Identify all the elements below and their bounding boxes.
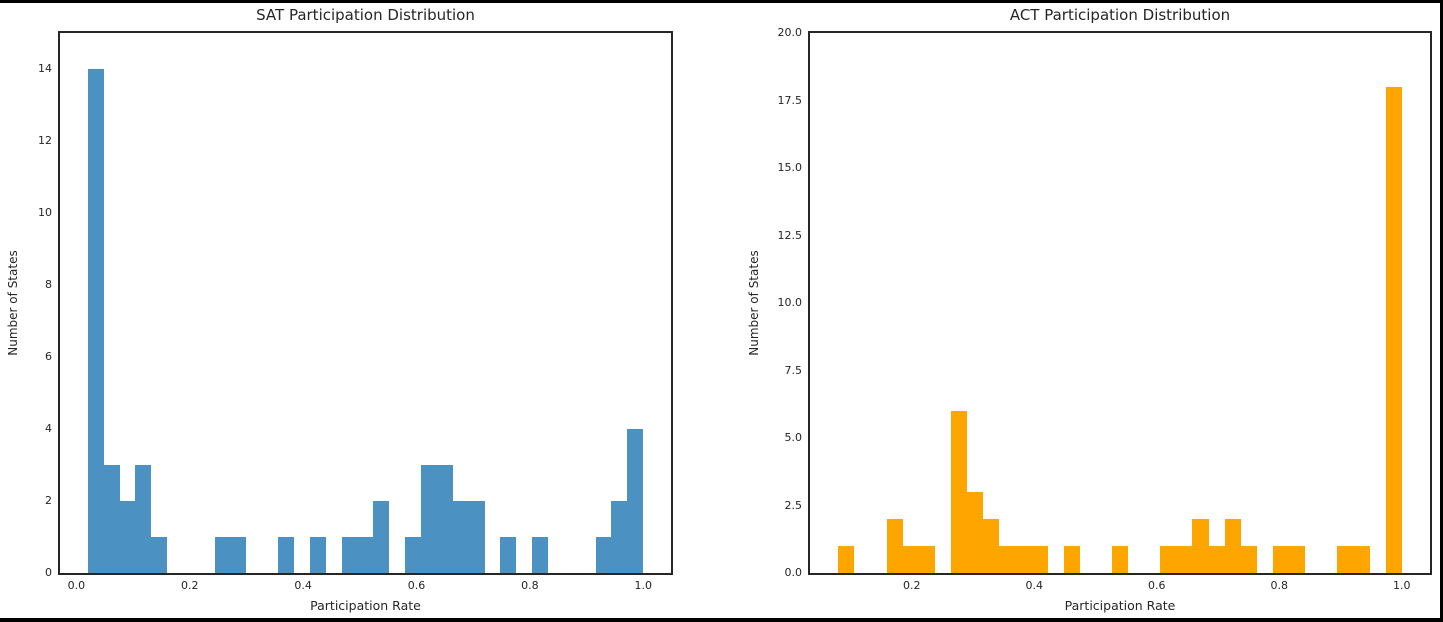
histogram-bar [151,537,167,573]
y-tick-label: 2.5 [784,498,803,512]
y-tick-label: 0 [45,566,52,579]
y-tick-label: 17.5 [777,93,803,107]
histogram-bar [1015,546,1031,573]
histogram-bar [887,519,903,573]
histogram-bar [1031,546,1048,573]
histogram-bar [215,537,231,573]
y-tick-label: 8 [45,278,52,291]
histogram-bar [611,501,627,573]
sat-chart-title: SAT Participation Distribution [256,6,475,24]
x-tick-label: 0.2 [902,579,921,592]
histogram-bar [903,546,919,573]
x-tick-label: 0.4 [1025,579,1043,592]
y-tick-label: 10.0 [777,296,803,309]
histogram-bar [1289,546,1305,573]
histogram-bar [1209,546,1225,573]
histogram-bar [1386,87,1402,573]
histogram-bar [469,501,485,573]
histogram-bar [135,465,151,573]
histogram-bar [231,537,246,573]
y-tick-label: 12 [38,134,52,147]
act-chart-title: ACT Participation Distribution [1009,6,1231,24]
histogram-bar [1160,546,1176,573]
histogram-bar [373,501,389,573]
y-tick-label: 7.5 [784,363,803,377]
x-tick-label: 0.4 [294,579,312,592]
y-tick-label: 6 [45,350,52,363]
histogram-bar [532,537,548,573]
histogram-bar [1225,519,1241,573]
x-tick-label: 1.0 [1393,579,1411,592]
act-x-axis-label: Participation Rate [1064,598,1176,613]
y-tick-label: 5.0 [784,431,803,444]
y-tick-label: 15.0 [777,161,803,174]
histogram-bar [310,537,326,573]
histogram-bar [919,546,935,573]
x-tick-label: 0.8 [1270,579,1289,592]
histogram-bar [596,537,611,573]
histogram-bar [1273,546,1289,573]
histogram-bar [437,465,453,573]
histogram-bar [120,501,135,573]
histogram-bar [342,537,358,573]
sat-x-axis-label: Participation Rate [310,598,421,613]
y-tick-label: 0.0 [784,566,803,579]
histogram-bar [999,546,1015,573]
histogram-bar [1064,546,1080,573]
y-tick-label: 14 [38,62,52,75]
histogram-bar [1353,546,1370,573]
x-tick-label: 0.6 [1148,579,1166,592]
sat-plot-area [58,31,673,575]
y-tick-label: 4 [45,422,52,435]
histogram-bar [951,411,967,573]
y-tick-label: 2 [45,494,52,507]
y-tick-label: 20.0 [777,26,803,39]
histogram-bar [1241,546,1257,573]
histogram-bar [453,501,469,573]
histogram-bar [405,537,421,573]
screenshot-edge-bottom [0,618,1443,622]
x-tick-label: 0.8 [521,579,539,592]
histogram-bar [421,465,437,573]
x-tick-label: 0.0 [67,579,86,592]
act-plot-area [808,31,1432,575]
y-tick-label: 10 [38,206,52,219]
histogram-bar [838,546,854,573]
histogram-bar [358,537,373,573]
y-tick-label: 12.5 [777,228,803,242]
histogram-bar [88,69,104,573]
histogram-bar [1337,546,1353,573]
screenshot-edge-top [0,0,1443,3]
x-tick-label: 0.6 [407,579,426,592]
histogram-bar [1176,546,1192,573]
histogram-bar [1112,546,1128,573]
screenshot-edge-right [1440,0,1443,622]
histogram-bar [983,519,999,573]
x-tick-label: 0.2 [181,579,199,592]
histogram-bar [1192,519,1209,573]
histogram-bar [500,537,516,573]
histogram-bar [967,492,983,573]
histogram-bar [627,429,643,573]
x-tick-label: 1.0 [634,579,652,592]
histogram-bar [104,465,120,573]
histogram-bar [278,537,294,573]
